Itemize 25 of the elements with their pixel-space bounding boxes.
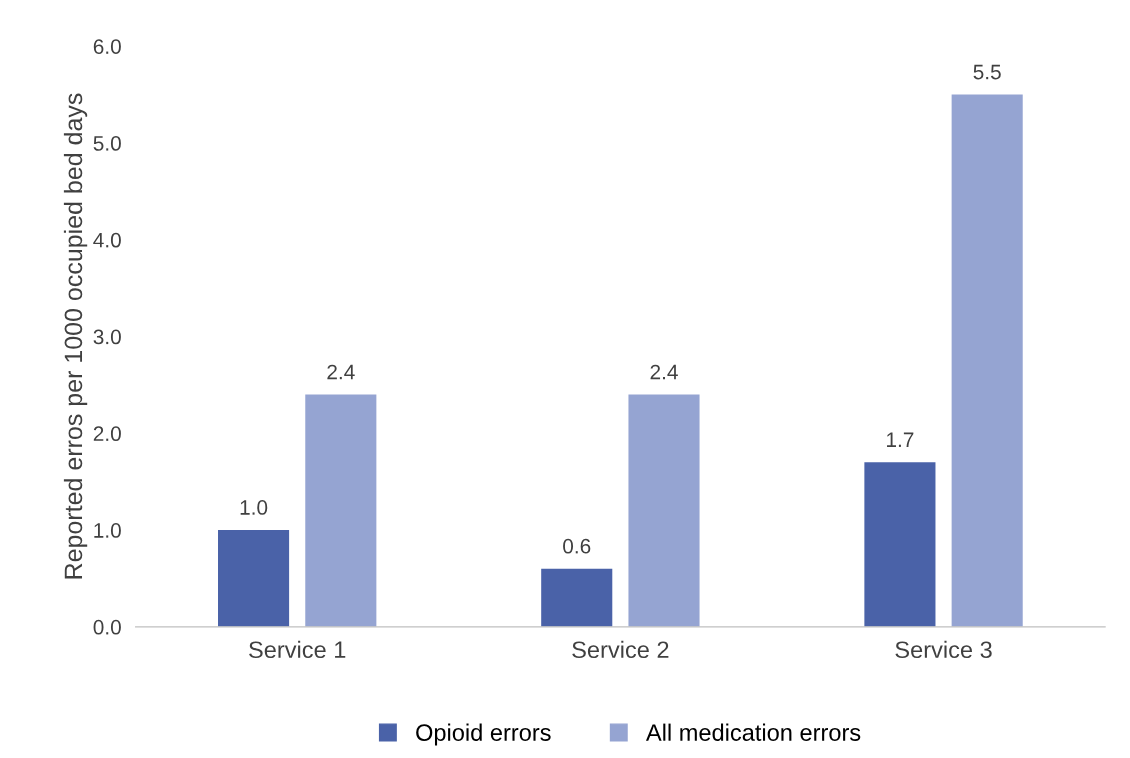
text: 1.0 (240, 500, 268, 515)
y-tick-label: 6.0 (93, 39, 121, 54)
bar (628, 394, 700, 627)
text: 2.4 (650, 364, 678, 380)
y-tick-label: 3.0 (93, 329, 121, 345)
x-tick-label: Service 2 (572, 640, 669, 659)
text: 0.6 (563, 538, 591, 554)
y-tick-label: 2.0 (93, 426, 121, 442)
y-tick-label: 4.0 (93, 232, 121, 248)
legend-label: Opioid errors (416, 723, 551, 746)
text: 1.7 (887, 432, 914, 447)
y-tick-label: 1.0 (94, 523, 121, 538)
x-tick-label: Service 3 (895, 640, 992, 659)
x-tick-label: Service 1 (249, 640, 346, 659)
bar (951, 94, 1023, 627)
y-tick-label: 5.0 (93, 136, 121, 151)
bar (218, 530, 290, 627)
legend-label: All medication errors (645, 723, 861, 741)
y-tick-label: 0.0 (93, 619, 121, 635)
y-axis-title: Reported erros per 1000 occupied bed days (63, 93, 88, 579)
bar (864, 462, 936, 627)
text: 5.5 (973, 64, 1001, 80)
text: 2.4 (327, 364, 355, 380)
bar (541, 568, 613, 627)
bar (305, 394, 377, 627)
